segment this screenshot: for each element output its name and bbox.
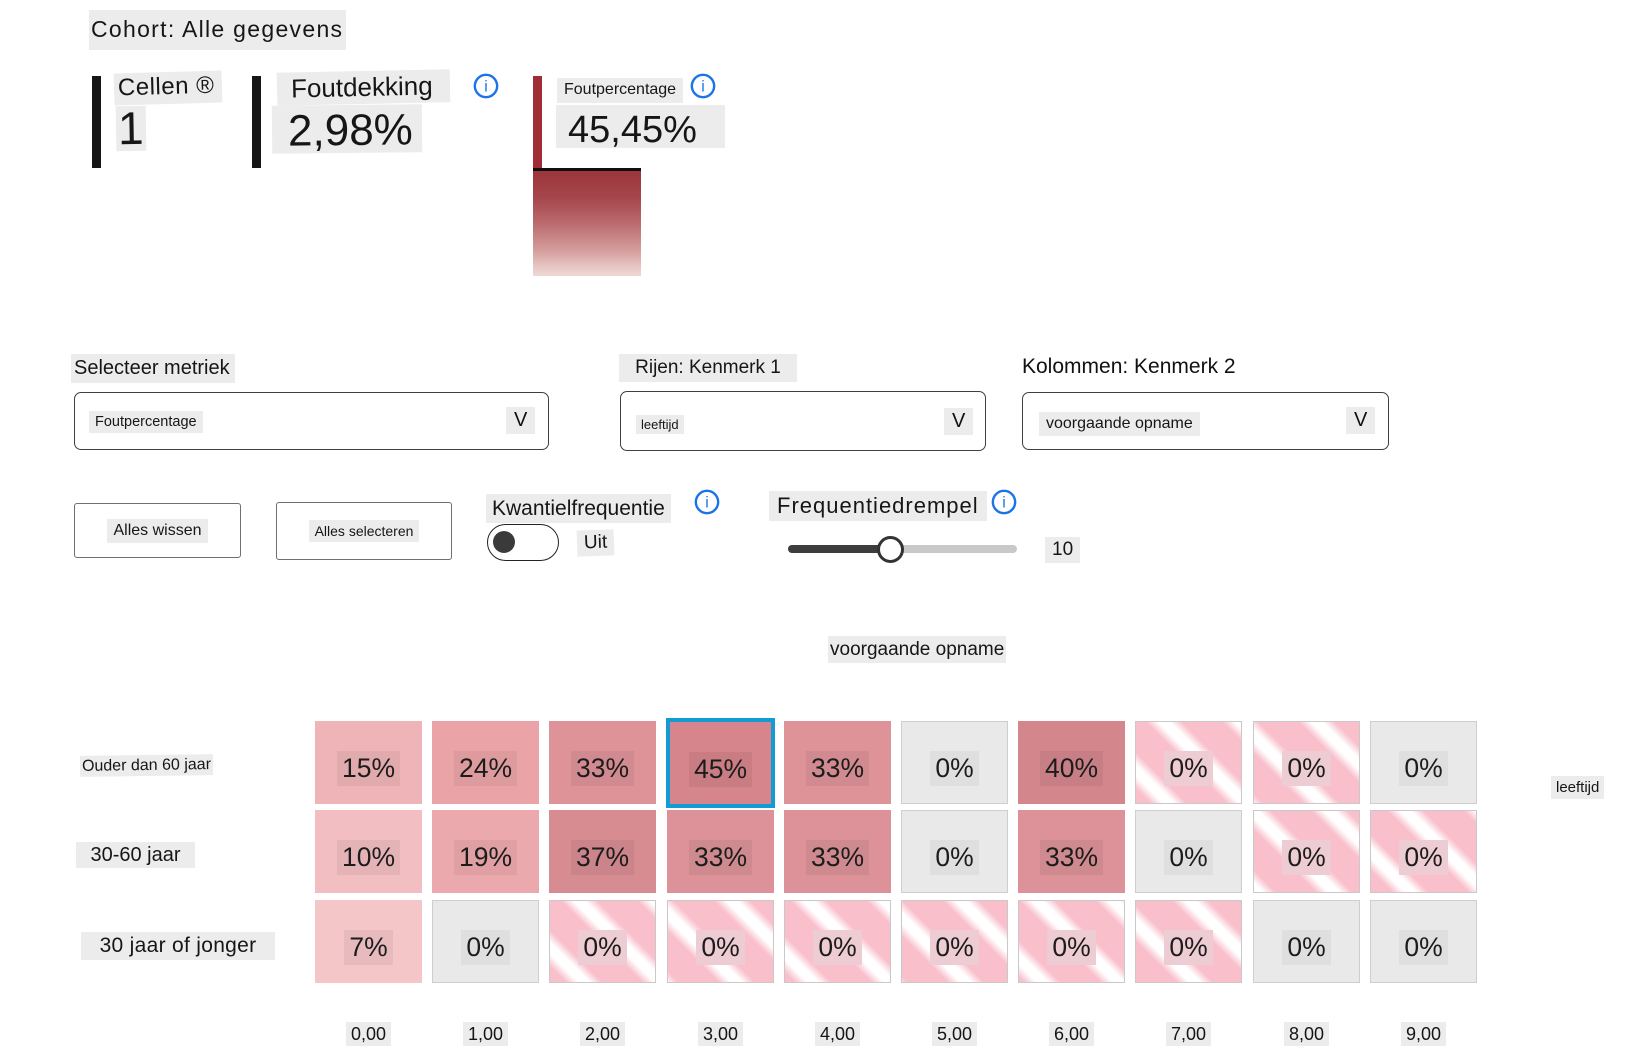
svg-text:i: i	[701, 79, 705, 96]
svg-text:i: i	[484, 79, 488, 96]
svg-text:i: i	[705, 495, 709, 512]
svg-text:i: i	[1002, 495, 1006, 512]
